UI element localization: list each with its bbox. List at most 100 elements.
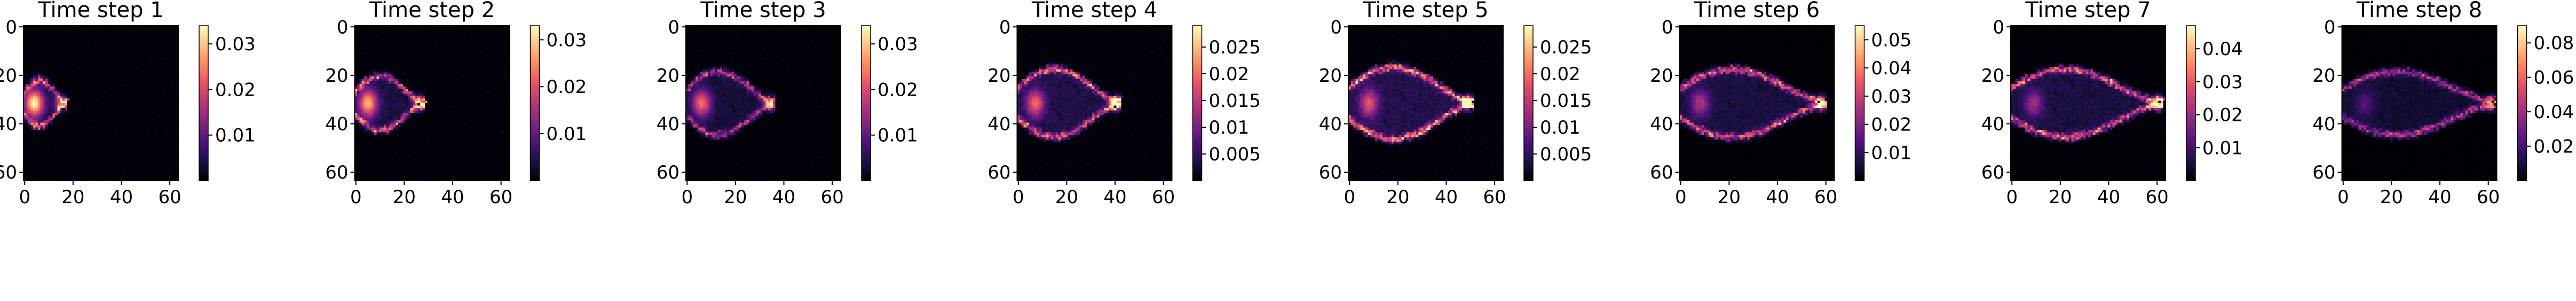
heatmap-cell (152, 110, 155, 113)
heatmap-cell (139, 178, 143, 181)
heatmap-cell (50, 154, 53, 157)
heatmap-cell (93, 118, 97, 121)
heatmap-cell (28, 93, 31, 96)
heatmap-cell (497, 50, 500, 53)
heatmap-cell (434, 40, 437, 43)
heatmap-cell (101, 129, 104, 133)
heatmap-cell (103, 96, 106, 99)
heatmap-cell (149, 137, 152, 140)
heatmap-cell (176, 139, 179, 142)
heatmap-cell (43, 113, 46, 116)
heatmap-cell (171, 28, 174, 31)
heatmap-cell (147, 35, 150, 38)
heatmap-cell (40, 59, 43, 63)
heatmap-cell (103, 149, 106, 152)
heatmap-cell (367, 30, 370, 33)
heatmap-cell (48, 113, 51, 116)
heatmap-cell (86, 64, 89, 67)
heatmap-cell (50, 125, 53, 128)
heatmap-cell (171, 127, 174, 130)
heatmap-cell (490, 30, 493, 33)
heatmap-cell (135, 166, 138, 169)
heatmap-cell (471, 28, 473, 31)
heatmap-cell (163, 79, 167, 82)
heatmap-cell (374, 45, 377, 48)
heatmap-cell (451, 47, 454, 50)
heatmap-cell (147, 166, 150, 169)
heatmap-cell (108, 103, 111, 106)
heatmap-cell (125, 61, 128, 65)
heatmap-cell (101, 35, 104, 38)
heatmap-cell (405, 45, 408, 48)
heatmap-cell (147, 142, 150, 145)
heatmap-cell (98, 69, 101, 72)
heatmap-cell (96, 57, 99, 60)
heatmap-cell (28, 74, 31, 77)
heatmap-cell (98, 154, 101, 157)
heatmap-cell (106, 50, 108, 53)
heatmap-cell (76, 178, 80, 181)
heatmap-cell (471, 52, 473, 55)
heatmap-cell (168, 142, 171, 145)
heatmap-cell (446, 57, 449, 60)
heatmap-cell (91, 171, 94, 174)
heatmap-cell (176, 96, 179, 99)
heatmap-cell (120, 171, 123, 174)
heatmap-cell (91, 164, 94, 167)
heatmap-cell (79, 125, 82, 128)
heatmap-cell (101, 134, 104, 137)
heatmap-cell (417, 45, 421, 48)
heatmap-cell (159, 64, 162, 67)
heatmap-cell (98, 37, 101, 41)
heatmap-cell (93, 108, 97, 111)
heatmap-cell (101, 64, 104, 67)
heatmap-cell (57, 50, 60, 53)
heatmap-cell (125, 64, 128, 67)
heatmap-cell (69, 168, 73, 172)
heatmap-cell (108, 175, 111, 179)
heatmap-cell (163, 72, 167, 75)
heatmap-cell (171, 88, 174, 91)
heatmap-cell (168, 28, 171, 31)
heatmap-cell (81, 76, 84, 80)
heatmap-cell (130, 79, 133, 82)
heatmap-cell (65, 134, 67, 137)
heatmap-cell (91, 42, 94, 45)
heatmap-cell (30, 175, 34, 179)
heatmap-cell (98, 96, 101, 99)
heatmap-cell (166, 69, 169, 72)
heatmap-cell (35, 61, 38, 65)
heatmap-cell (33, 171, 36, 174)
heatmap-cell (67, 151, 70, 155)
heatmap-cell (161, 108, 164, 111)
heatmap-cell (103, 64, 106, 67)
heatmap-cell (23, 33, 26, 36)
heatmap-cell (74, 26, 77, 28)
heatmap-cell (485, 50, 488, 53)
heatmap-cell (23, 74, 26, 77)
heatmap-cell (57, 28, 60, 31)
heatmap-cell (405, 52, 408, 55)
heatmap-cell (139, 146, 143, 150)
heatmap-cell (23, 88, 26, 91)
heatmap-cell (48, 96, 51, 99)
heatmap-cell (93, 101, 97, 104)
heatmap-cell (176, 103, 179, 106)
heatmap-cell (130, 33, 133, 36)
heatmap-cell (26, 61, 29, 65)
heatmap-cell (125, 144, 128, 147)
heatmap-cell (152, 166, 155, 169)
heatmap-cell (154, 79, 157, 82)
heatmap-cell (173, 156, 176, 159)
heatmap-cell (142, 164, 145, 167)
heatmap-cell (173, 81, 176, 84)
heatmap-cell (478, 45, 481, 48)
heatmap-cell (144, 103, 147, 106)
heatmap-cell (103, 134, 106, 137)
heatmap-cell (139, 120, 143, 123)
heatmap-cell (52, 98, 56, 101)
heatmap-cell (26, 35, 29, 38)
heatmap-cell (161, 98, 164, 101)
heatmap-cell (122, 105, 125, 109)
heatmap-cell (62, 33, 65, 36)
